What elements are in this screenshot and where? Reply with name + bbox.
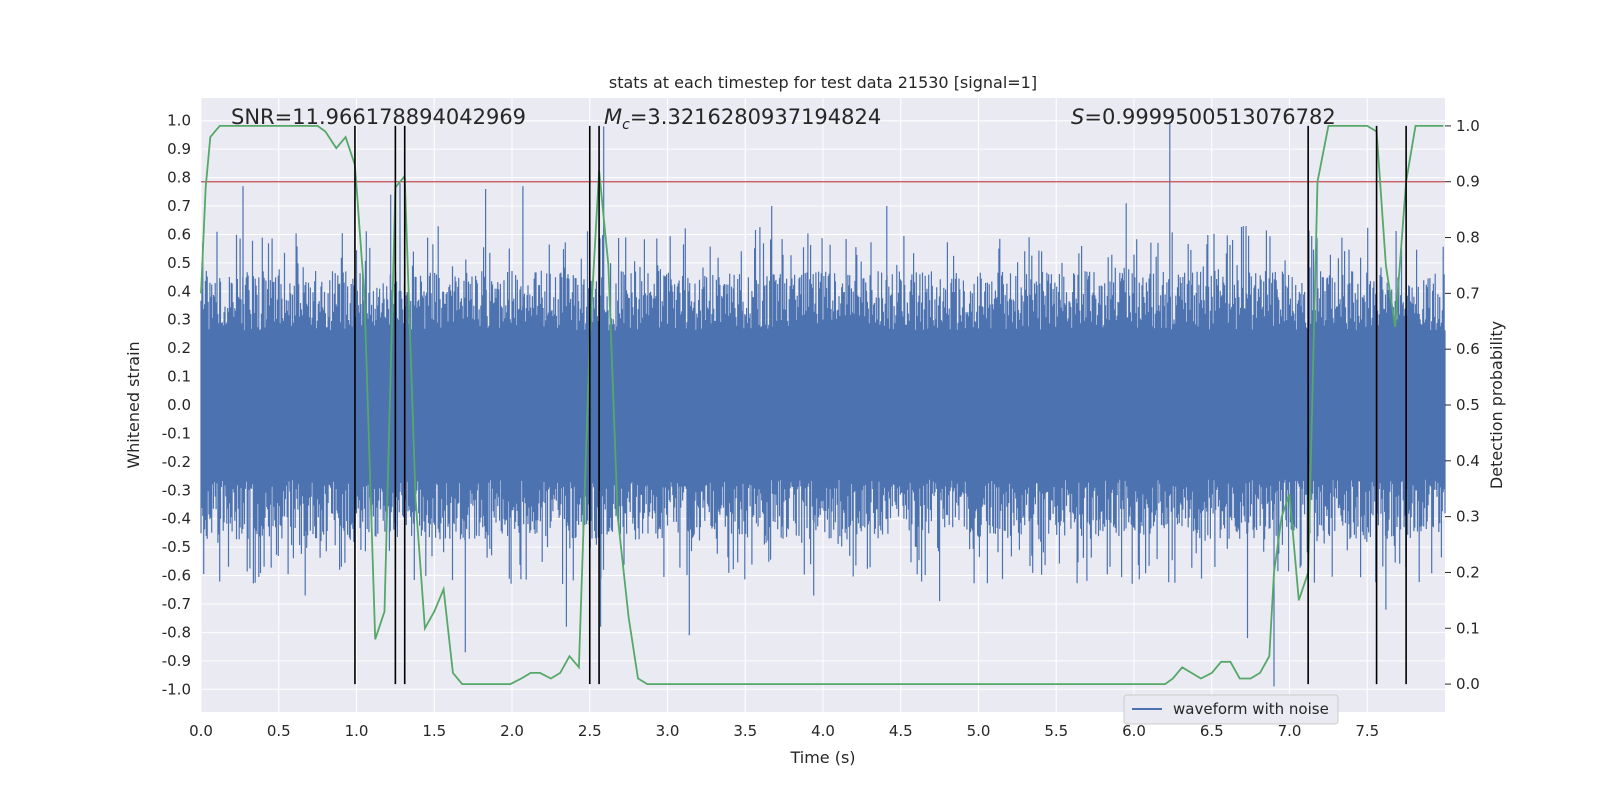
probability-series xyxy=(200,125,1444,685)
x-tick-label: 7.0 xyxy=(1278,722,1302,740)
waveform-core-band xyxy=(201,333,1445,477)
x-tick-label: 4.5 xyxy=(889,722,913,740)
y-axis-left-ticks: -1.0 -0.9 -0.8 -0.7 -0.6 -0.5 -0.4 -0.3 -0.2 -0.1… xyxy=(162,112,191,699)
y-right-tick-label: 1.0 xyxy=(1456,117,1480,135)
y-left-tick-label: -0.3 xyxy=(162,481,191,499)
x-tick-label: 5.5 xyxy=(1044,722,1068,740)
s-annotation: S=0.9999500513076782 xyxy=(1071,105,1336,129)
y-right-tick-label: 0.1 xyxy=(1456,619,1480,637)
y-right-tick-label: 0.9 xyxy=(1456,173,1480,191)
y-right-tick-label: 0.5 xyxy=(1456,396,1480,414)
x-axis-label: Time (s) xyxy=(789,748,855,767)
y-right-tick-label: 0.0 xyxy=(1456,675,1480,693)
x-tick-label: 6.5 xyxy=(1200,722,1224,740)
y-right-tick-label: 0.3 xyxy=(1456,508,1480,526)
y-left-tick-label: -0.4 xyxy=(162,510,191,528)
waveform-noise xyxy=(200,123,1446,687)
legend-label: waveform with noise xyxy=(1173,700,1329,718)
vertical-markers xyxy=(354,125,1407,685)
snr-annotation: SNR=11.966178894042969 xyxy=(231,105,526,129)
y-left-tick-label: 0.8 xyxy=(167,169,191,187)
x-tick-label: 6.0 xyxy=(1122,722,1146,740)
y-left-tick-label: -0.7 xyxy=(162,595,191,613)
y-axis-right-label: Detection probability xyxy=(1487,321,1506,489)
x-tick-label: 0.0 xyxy=(189,722,213,740)
y-left-tick-label: 0.5 xyxy=(167,254,191,272)
y-left-tick-label: -0.8 xyxy=(162,623,191,641)
y-left-tick-label: 0.7 xyxy=(167,197,191,215)
y-right-tick-label: 0.7 xyxy=(1456,284,1480,302)
x-tick-label: 0.5 xyxy=(267,722,291,740)
s-symbol: S xyxy=(1071,105,1084,129)
x-tick-label: 4.0 xyxy=(811,722,835,740)
y-left-tick-label: 0.0 xyxy=(167,396,191,414)
x-axis-ticks: 0.0 0.5 1.0 1.5 2.0 2.5 3.0 3.5 4.0 4.5 5.0 5.5 6.0 6… xyxy=(189,722,1379,740)
x-tick-label: 2.5 xyxy=(578,722,602,740)
y-left-tick-label: 0.2 xyxy=(167,339,191,357)
y-right-tick-label: 0.8 xyxy=(1456,229,1480,247)
y-left-tick-label: 0.9 xyxy=(167,140,191,158)
mc-subscript: c xyxy=(622,117,630,133)
x-tick-label: 1.5 xyxy=(422,722,446,740)
y-right-tick-label: 0.4 xyxy=(1456,452,1480,470)
y-left-tick-label: 0.6 xyxy=(167,225,191,243)
x-tick-label: 2.0 xyxy=(500,722,524,740)
legend: waveform with noise xyxy=(1123,694,1339,725)
x-tick-label: 1.0 xyxy=(345,722,369,740)
y-left-tick-label: -0.2 xyxy=(162,453,191,471)
s-value: =0.9999500513076782 xyxy=(1084,105,1335,129)
y-left-tick-label: 0.1 xyxy=(167,368,191,386)
y-left-tick-label: -1.0 xyxy=(162,680,191,698)
chart-title: stats at each timestep for test data 215… xyxy=(609,73,1037,92)
chirp-mass-annotation: Mc=3.3216280937194824 xyxy=(604,105,881,133)
y-left-tick-label: -0.6 xyxy=(162,567,191,585)
y-left-tick-label: -0.1 xyxy=(162,424,191,442)
y-left-tick-label: 0.3 xyxy=(167,311,191,329)
x-tick-label: 7.5 xyxy=(1355,722,1379,740)
y-left-tick-label: -0.5 xyxy=(162,538,191,556)
y-right-tick-label: 0.6 xyxy=(1456,340,1480,358)
y-left-tick-label: 1.0 xyxy=(167,112,191,130)
x-tick-label: 5.0 xyxy=(967,722,991,740)
y-left-tick-label: 0.4 xyxy=(167,282,191,300)
y-left-tick-label: -0.9 xyxy=(162,652,191,670)
y-axis-left-label: Whitened strain xyxy=(124,341,143,468)
mc-value: =3.3216280937194824 xyxy=(630,105,881,129)
x-tick-label: 3.5 xyxy=(733,722,757,740)
mc-symbol: M xyxy=(604,105,622,129)
y-right-tick-label: 0.2 xyxy=(1456,563,1480,581)
y-axis-right-ticks: 0.0 0.1 0.2 0.3 0.4 0.5 0.6 0.7 0.8 0.9 1.0 xyxy=(1445,117,1480,693)
probability-line xyxy=(200,125,1444,685)
legend-box xyxy=(1123,694,1339,725)
x-tick-label: 3.0 xyxy=(656,722,680,740)
